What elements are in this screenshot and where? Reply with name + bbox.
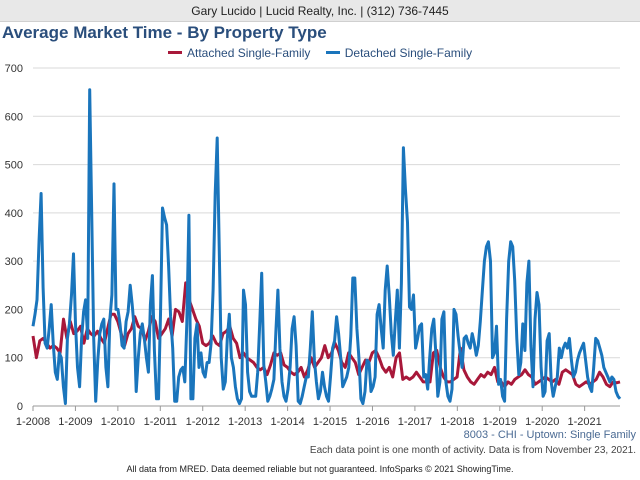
x-tick-label: 1-2017	[398, 416, 432, 428]
series-line-attached	[31, 281, 621, 389]
x-tick-label: 1-2018	[440, 416, 474, 428]
x-tick-label: 1-2008	[16, 416, 50, 428]
x-tick-label: 1-2020	[525, 416, 559, 428]
y-tick-label: 600	[5, 111, 23, 123]
x-tick-label: 1-2010	[101, 416, 135, 428]
x-tick-label: 1-2021	[568, 416, 602, 428]
x-tick-label: 1-2015	[313, 416, 347, 428]
x-tick-label: 1-2012	[186, 416, 220, 428]
legend-swatch-detached	[325, 51, 340, 55]
y-tick-label: 100	[5, 353, 23, 365]
data-note: Each data point is one month of activity…	[309, 445, 636, 456]
series-line-detached	[31, 88, 622, 406]
x-tick-label: 1-2019	[483, 416, 517, 428]
x-tick-label: 1-2011	[144, 416, 177, 428]
x-tick-label: 1-2009	[58, 416, 92, 428]
y-tick-label: 400	[5, 208, 23, 220]
y-tick-label: 300	[5, 256, 23, 268]
x-tick-label: 1-2014	[270, 416, 304, 428]
line-chart: 0 100 200 300 400 500 600 700 1-2008 1-2009 1-2010…	[5, 63, 622, 428]
header-bar	[0, 0, 640, 22]
market-label: 8003 - CHI - Uptown: Single Family	[463, 429, 636, 441]
y-tick-label: 200	[5, 304, 23, 316]
legend-label-detached: Detached Single-Family	[344, 46, 473, 60]
y-tick-label: 500	[5, 160, 23, 172]
legend-swatch-attached	[168, 51, 182, 55]
chart-title: Average Market Time - By Property Type	[2, 23, 327, 42]
agent-contact-header: Gary Lucido | Lucid Realty, Inc. | (312)…	[191, 4, 449, 18]
y-tick-label: 0	[17, 401, 23, 413]
x-tick-label: 1-2013	[228, 416, 262, 428]
chart-legend: Attached Single-Family Detached Single-F…	[168, 46, 484, 60]
legend-item-detached[interactable]: Detached Single-Family	[325, 46, 473, 60]
footer-disclaimer: All data from MRED. Data deemed reliable…	[126, 464, 514, 474]
y-tick-label: 700	[5, 63, 23, 75]
legend-item-attached[interactable]: Attached Single-Family	[168, 46, 310, 60]
x-tick-label: 1-2016	[355, 416, 389, 428]
legend-label-attached: Attached Single-Family	[187, 46, 311, 60]
